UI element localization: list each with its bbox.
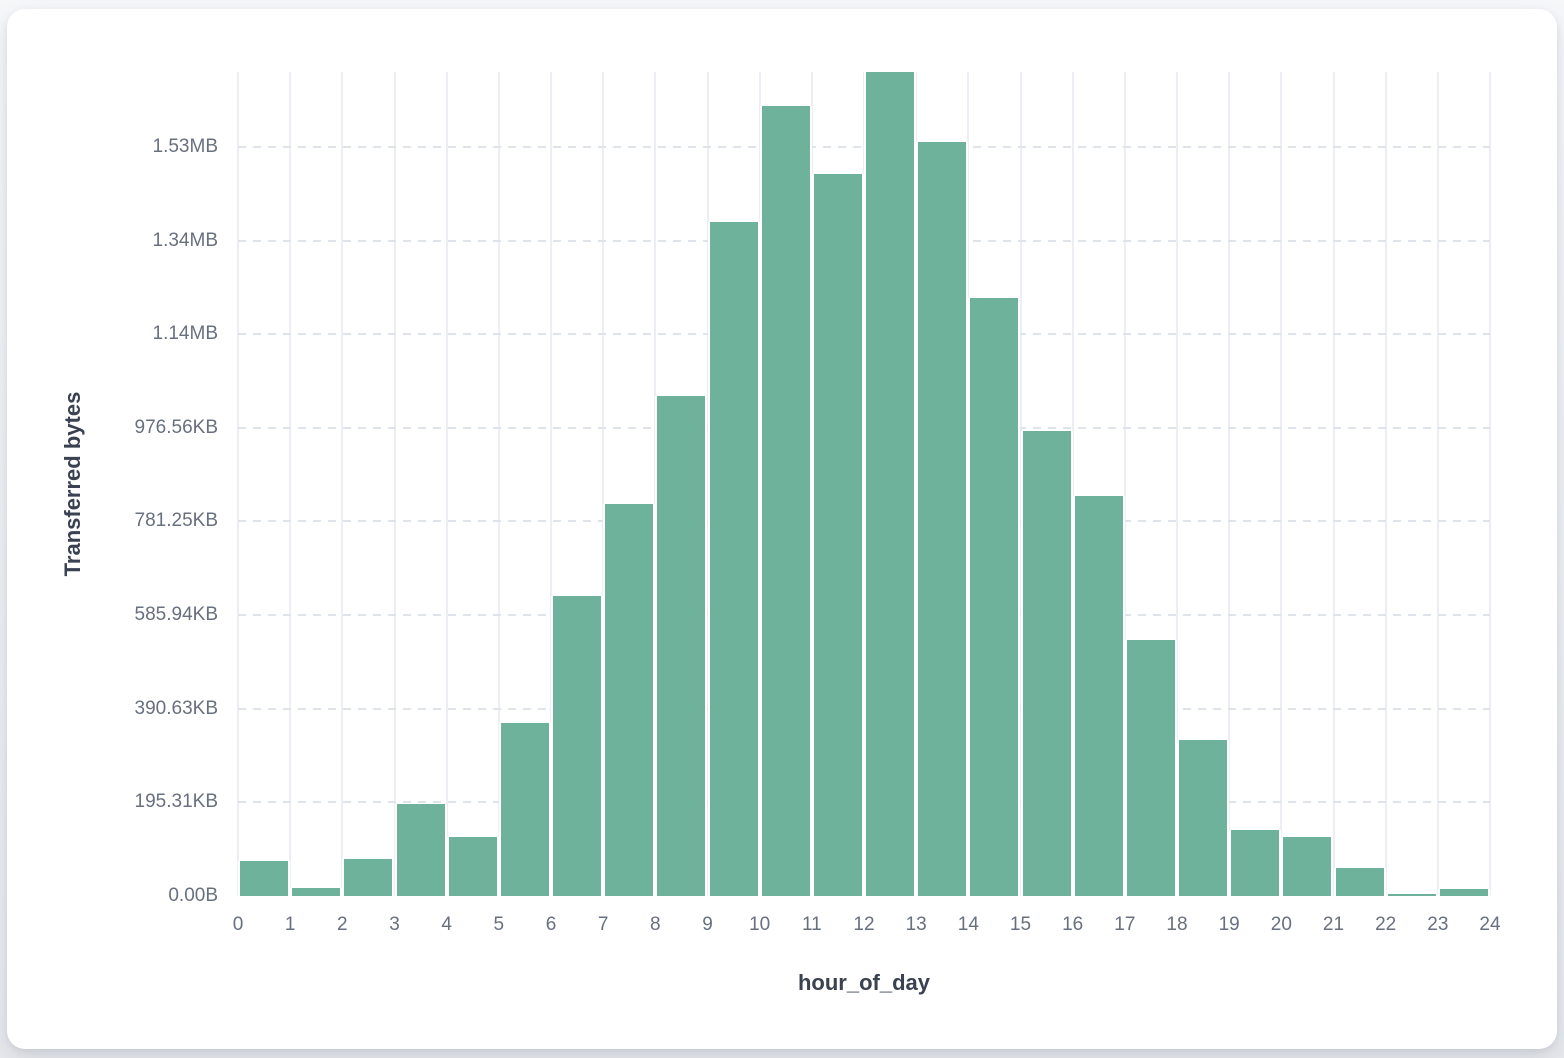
x-tick-label: 3 [389, 914, 400, 935]
x-tick-label: 11 [801, 914, 822, 935]
bar-hour-20[interactable] [1281, 837, 1334, 896]
x-tick-label: 0 [232, 914, 244, 935]
x-tick-label: 18 [1166, 914, 1188, 935]
bar-hour-6[interactable] [551, 595, 604, 896]
vertical-gridline [550, 72, 552, 896]
x-tick-label: 1 [284, 914, 296, 935]
bar-hour-10[interactable] [759, 105, 812, 896]
x-tick-label: 23 [1427, 914, 1449, 935]
plot-area [237, 72, 1491, 896]
x-tick-label: 21 [1322, 914, 1345, 935]
x-tick-label: 8 [650, 914, 661, 935]
vertical-gridline [1280, 72, 1283, 896]
bar-hour-8[interactable] [655, 395, 708, 896]
bar-hour-7[interactable] [603, 503, 656, 896]
bar-hour-19[interactable] [1229, 830, 1282, 896]
bar-hour-16[interactable] [1072, 495, 1125, 896]
x-tick-label: 22 [1375, 914, 1397, 935]
vertical-gridline [289, 72, 292, 896]
x-tick-label: 14 [957, 914, 979, 935]
bar-hour-23[interactable] [1437, 889, 1490, 896]
y-tick-label: 976.56KB [134, 416, 218, 438]
x-tick-label: 16 [1062, 914, 1084, 935]
x-tick-label: 4 [441, 914, 452, 935]
x-tick-label: 6 [545, 914, 557, 935]
x-tick-label: 2 [337, 914, 348, 935]
y-tick-label: 1.14MB [152, 323, 218, 345]
y-axis-ticks: 0.00B 195.31KB 390.63KB 585.94KB 781.25KB 976… [7, 9, 218, 909]
bar-hour-4[interactable] [446, 837, 499, 896]
y-tick-label: 195.31KB [134, 791, 218, 813]
y-tick-label: 585.94KB [134, 604, 218, 626]
bar-hour-14[interactable] [968, 297, 1021, 896]
bar-hour-22[interactable] [1385, 893, 1438, 896]
bar-hour-2[interactable] [342, 859, 395, 896]
x-tick-label: 24 [1479, 914, 1501, 935]
vertical-gridline [1489, 72, 1491, 896]
bar-hour-18[interactable] [1177, 740, 1230, 896]
bar-hour-13[interactable] [916, 141, 969, 896]
vertical-gridline [497, 72, 500, 896]
x-tick-label: 10 [749, 914, 771, 935]
x-axis-ticks: 0 1 2 3 4 5 6 7 8 9 10 11 12 13 14 15 16 17 18 19 20 21 22 23 24 [233, 914, 1501, 944]
bar-hour-9[interactable] [707, 221, 760, 896]
x-tick-label: 7 [597, 914, 609, 935]
x-tick-label: 13 [905, 914, 927, 935]
x-tick-label: 15 [1009, 914, 1032, 935]
y-tick-label: 390.63KB [134, 697, 218, 719]
vertical-gridline [1228, 72, 1231, 896]
vertical-gridline [602, 72, 605, 896]
x-tick-label: 5 [493, 914, 505, 935]
x-tick-label: 19 [1218, 914, 1240, 935]
x-tick-label: 12 [853, 914, 875, 935]
vertical-gridline [1384, 72, 1387, 896]
vertical-gridline [1176, 72, 1178, 896]
x-axis-title: hour_of_day [797, 970, 931, 995]
bar-hour-5[interactable] [498, 723, 551, 896]
x-tick-label: 20 [1270, 914, 1292, 935]
y-tick-label: 1.53MB [152, 135, 218, 157]
y-tick-label: 781.25KB [134, 510, 218, 532]
bar-hour-1[interactable] [290, 888, 343, 896]
vertical-gridline [393, 72, 396, 896]
bar-hour-3[interactable] [394, 804, 447, 896]
bar-hour-15[interactable] [1020, 430, 1073, 896]
vertical-gridline [341, 72, 344, 896]
vertical-gridline [1071, 72, 1074, 896]
vertical-gridline [237, 72, 239, 896]
bar-hour-21[interactable] [1333, 867, 1386, 896]
y-axis-title: Transferred bytes [60, 391, 85, 577]
vertical-gridline [1436, 72, 1439, 896]
x-tick-label: 17 [1114, 914, 1136, 935]
y-tick-label: 0.00B [168, 885, 218, 906]
bar-hour-11[interactable] [811, 173, 864, 896]
vertical-gridline [445, 72, 448, 896]
vertical-gridline [1123, 72, 1126, 896]
vertical-gridline [1332, 72, 1335, 896]
chart-card: 0.00B 195.31KB 390.63KB 585.94KB 781.25KB 976… [7, 9, 1557, 1049]
x-tick-label: 9 [702, 914, 713, 935]
bar-hour-12[interactable] [864, 72, 917, 896]
bar-hour-0[interactable] [238, 860, 291, 896]
bar-hour-17[interactable] [1124, 640, 1177, 896]
y-tick-label: 1.34MB [152, 229, 218, 251]
